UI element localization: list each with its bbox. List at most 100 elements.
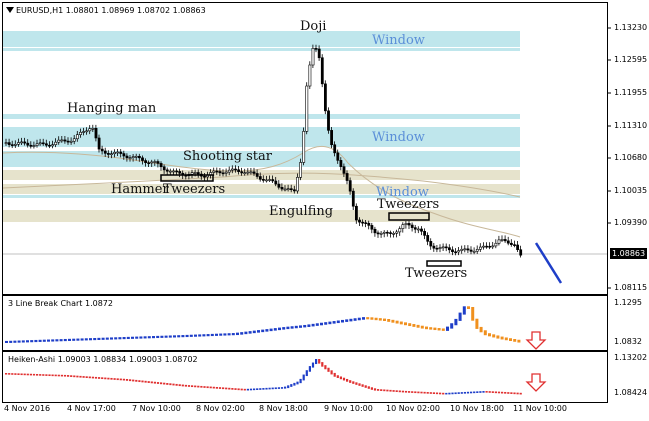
candle-body xyxy=(29,144,33,147)
price-label: 1.0832 xyxy=(614,337,642,346)
heiken-ashi-bar xyxy=(231,388,234,390)
heiken-ashi-bar xyxy=(507,392,510,394)
line-break-block xyxy=(286,326,290,330)
line-break-block xyxy=(420,325,424,329)
heiken-ashi-bar xyxy=(485,391,488,393)
heiken-ashi-bar xyxy=(113,378,116,380)
heiken-ashi-bar xyxy=(377,389,380,391)
candle-body xyxy=(509,242,513,245)
heiken-ashi-bar xyxy=(451,392,454,395)
line-break-block xyxy=(80,338,84,341)
time-axis: 4 Nov 2016 4 Nov 17:00 7 Nov 10:00 8 Nov… xyxy=(2,402,606,421)
heiken-ashi-bar xyxy=(386,389,389,392)
tweezers-box-2 xyxy=(388,212,430,221)
heiken-ashi-bar xyxy=(432,392,435,394)
tweezers-box-1 xyxy=(160,174,214,182)
heiken-ashi-bar xyxy=(442,392,445,395)
candle-body xyxy=(389,232,392,234)
candle-body xyxy=(203,175,206,178)
heiken-ashi-bar xyxy=(116,378,119,381)
candle-body xyxy=(451,249,454,253)
candle-body xyxy=(330,130,334,146)
line-break-block xyxy=(307,324,311,327)
candle-body xyxy=(478,246,482,250)
main-chart-pane[interactable]: EURUSD,H1 1.08801 1.08969 1.08702 1.0886… xyxy=(2,2,608,295)
heiken-ashi-bar xyxy=(150,381,153,384)
heiken-ashi-bar xyxy=(457,392,460,394)
candle-body xyxy=(215,170,219,173)
window-band-4 xyxy=(3,151,520,167)
candle-body xyxy=(280,187,284,190)
heiken-ashi-bar xyxy=(203,386,206,388)
candle-body xyxy=(72,138,76,142)
candle-body xyxy=(348,180,352,192)
heiken-ashi-bar xyxy=(119,378,122,381)
line-break-block xyxy=(290,326,294,329)
line-break-block xyxy=(294,325,298,329)
heiken-ashi-bar xyxy=(417,391,420,394)
heiken-ashi-bar xyxy=(147,381,150,383)
heiken-ashi-bar xyxy=(330,370,333,375)
heiken-ashi-bar xyxy=(169,383,172,386)
line-break-block xyxy=(370,317,374,320)
candle-body xyxy=(110,153,113,156)
line-break-pane[interactable]: 3 Line Break Chart 1.0872 xyxy=(2,295,608,351)
label-window-1: Window xyxy=(372,33,425,48)
candle-body xyxy=(513,244,516,246)
candle-body xyxy=(128,157,132,159)
heiken-ashi-bar xyxy=(76,375,79,378)
line-break-block xyxy=(357,317,361,321)
candle-body xyxy=(169,170,172,173)
line-break-block xyxy=(496,335,500,339)
heiken-ashi-bar xyxy=(32,373,36,376)
line-break-block xyxy=(34,339,38,343)
line-break-block xyxy=(425,326,428,330)
symbol-dropdown-icon[interactable] xyxy=(6,7,14,13)
candle-body xyxy=(407,223,411,226)
moving-average-slow xyxy=(3,172,521,198)
window-band-3 xyxy=(3,127,520,147)
candle-body xyxy=(258,176,262,180)
line-break-block xyxy=(345,319,349,322)
candle-body xyxy=(159,163,163,168)
line-break-block xyxy=(303,324,307,328)
line-break-block xyxy=(437,328,441,331)
line-break-block xyxy=(378,318,382,321)
candle-body xyxy=(165,169,169,172)
time-label: 7 Nov 10:00 xyxy=(132,404,181,413)
candle-body xyxy=(85,130,89,133)
heiken-ashi-bar xyxy=(290,384,293,387)
heiken-ashi-bar xyxy=(339,376,342,380)
candle-body xyxy=(97,137,101,150)
heiken-ashi-price-axis: 1.13202 1.08424 xyxy=(607,351,649,403)
time-label: 8 Nov 18:00 xyxy=(259,404,308,413)
heiken-ashi-bar xyxy=(439,392,442,395)
candle-body xyxy=(41,142,45,145)
heiken-ashi-bar xyxy=(122,378,125,381)
label-doji: Doji xyxy=(300,19,327,34)
line-break-block xyxy=(47,339,50,342)
line-break-block xyxy=(84,338,88,341)
line-break-block xyxy=(328,321,332,325)
line-break-block xyxy=(429,327,433,330)
heiken-ashi-bar xyxy=(280,387,284,389)
heiken-ashi-bar xyxy=(206,386,209,389)
heiken-ashi-bar xyxy=(249,388,253,391)
line-break-block xyxy=(475,318,479,329)
line-break-block xyxy=(450,323,454,329)
heiken-ashi-bar xyxy=(48,374,51,377)
heiken-ashi-bar xyxy=(246,388,249,391)
line-break-block xyxy=(122,337,126,340)
line-break-block xyxy=(227,333,231,336)
candle-body xyxy=(138,155,141,159)
heiken-ashi-bar xyxy=(429,392,432,394)
heiken-ashi-bar xyxy=(504,391,507,394)
heiken-ashi-bar xyxy=(104,377,107,380)
heiken-ashi-bar xyxy=(284,386,287,389)
heiken-ashi-pane[interactable]: Heiken-Ashi 1.09003 1.08834 1.09003 1.08… xyxy=(2,351,608,403)
candle-body xyxy=(234,168,237,171)
candle-body xyxy=(88,128,92,132)
heiken-ashi-bar xyxy=(302,374,305,381)
line-break-block xyxy=(147,336,151,339)
candle-body xyxy=(292,189,296,192)
